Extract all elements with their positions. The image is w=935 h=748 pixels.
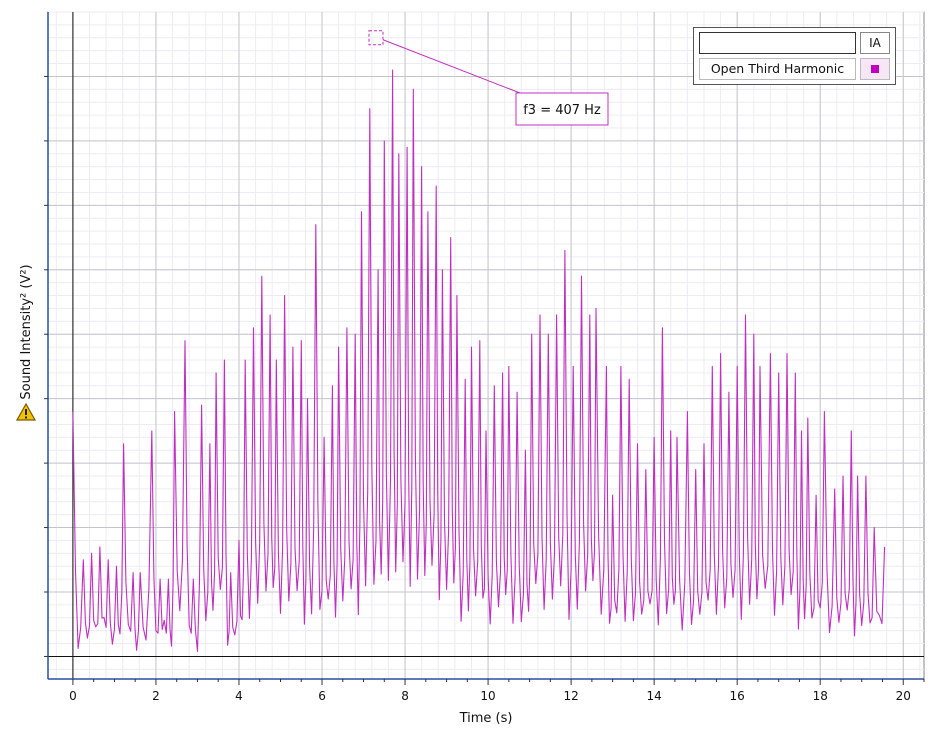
legend-series-swatch-button[interactable] [860,58,890,80]
legend[interactable]: IA Open Third Harmonic [693,27,896,85]
series-layer [72,69,886,652]
plot-area[interactable] [47,11,925,680]
x-tick-label: 4 [235,689,243,703]
x-tick-label: 20 [896,689,911,703]
annotation-label: f3 = 407 Hz [523,103,601,118]
annotation[interactable]: f3 = 407 Hz [368,30,609,126]
annotation-box[interactable] [515,92,609,126]
annotation-marker[interactable] [368,30,384,46]
x-tick-label: 2 [152,689,160,703]
x-axis[interactable]: 0 2 4 6 8 10 12 14 16 18 20 [48,678,925,703]
warning-triangle-icon[interactable] [16,403,36,421]
x-tick-label: 6 [318,689,326,703]
legend-ia-button[interactable]: IA [860,32,890,54]
x-tick-label: 10 [480,689,495,703]
y-axis-title: Sound Intensity² (V²) [19,264,34,399]
y-axis[interactable] [44,12,49,679]
zero-axes [48,12,924,679]
x-tick-label: 16 [730,689,745,703]
legend-series-label[interactable]: Open Third Harmonic [699,58,856,80]
x-tick-label: 18 [813,689,828,703]
x-tick-label: 8 [401,689,409,703]
legend-name-input[interactable] [699,32,856,54]
x-tick-label: 12 [563,689,578,703]
annotation-leader-line [382,39,521,94]
legend-swatch-icon [871,65,879,73]
x-tick-label: 0 [69,689,77,703]
series-line-open-third-harmonic[interactable] [72,69,886,652]
x-tick-label: 14 [647,689,662,703]
x-axis-title: Time (s) [459,711,513,726]
